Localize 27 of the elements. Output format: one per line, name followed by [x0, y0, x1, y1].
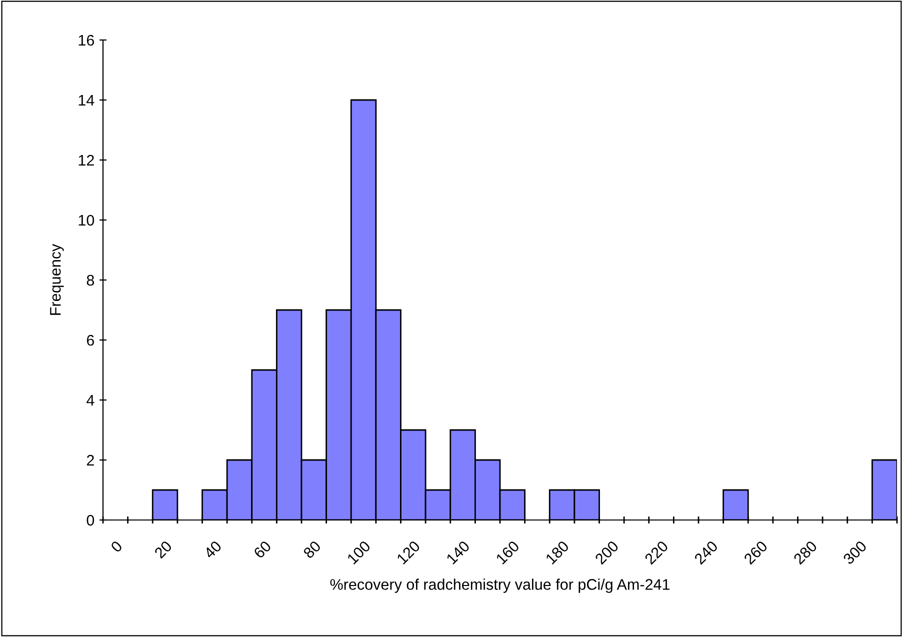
y-tick-label: 14 — [78, 95, 94, 106]
x-tick-label: 160 — [495, 540, 520, 565]
x-tick-label: 0 — [110, 540, 123, 553]
y-tick-label: 12 — [78, 154, 94, 166]
x-tick-label: 100 — [346, 540, 372, 565]
x-tick-label: 60 — [253, 540, 272, 559]
x-tick-label: 80 — [302, 540, 322, 559]
y-axis-title: Frequency — [50, 244, 64, 315]
y-tick-label: 2 — [86, 454, 94, 466]
x-axis-title: %recovery of radchemistry value for pCi/g Am-241 — [330, 578, 670, 593]
x-tick-label: 180 — [545, 540, 570, 565]
y-tick-label: 8 — [86, 274, 94, 286]
x-tick-label: 300 — [842, 540, 868, 565]
y-tick-label: 6 — [86, 334, 94, 346]
y-tick-label: 4 — [86, 395, 94, 406]
x-tick-label: 40 — [203, 540, 222, 560]
x-tick-label: 20 — [154, 540, 173, 559]
x-tick-label: 120 — [396, 540, 421, 565]
x-tick-label: 200 — [594, 540, 620, 565]
y-tick-label: 10 — [78, 214, 94, 226]
x-tick-label: 260 — [743, 540, 768, 565]
y-tick-label: 16 — [78, 34, 94, 46]
x-tick-label: 280 — [792, 540, 818, 565]
x-tick-label: 220 — [644, 540, 669, 565]
x-tick-label: 240 — [694, 540, 718, 565]
x-tick-label: 140 — [446, 540, 470, 565]
y-tick-label: 0 — [86, 514, 94, 526]
